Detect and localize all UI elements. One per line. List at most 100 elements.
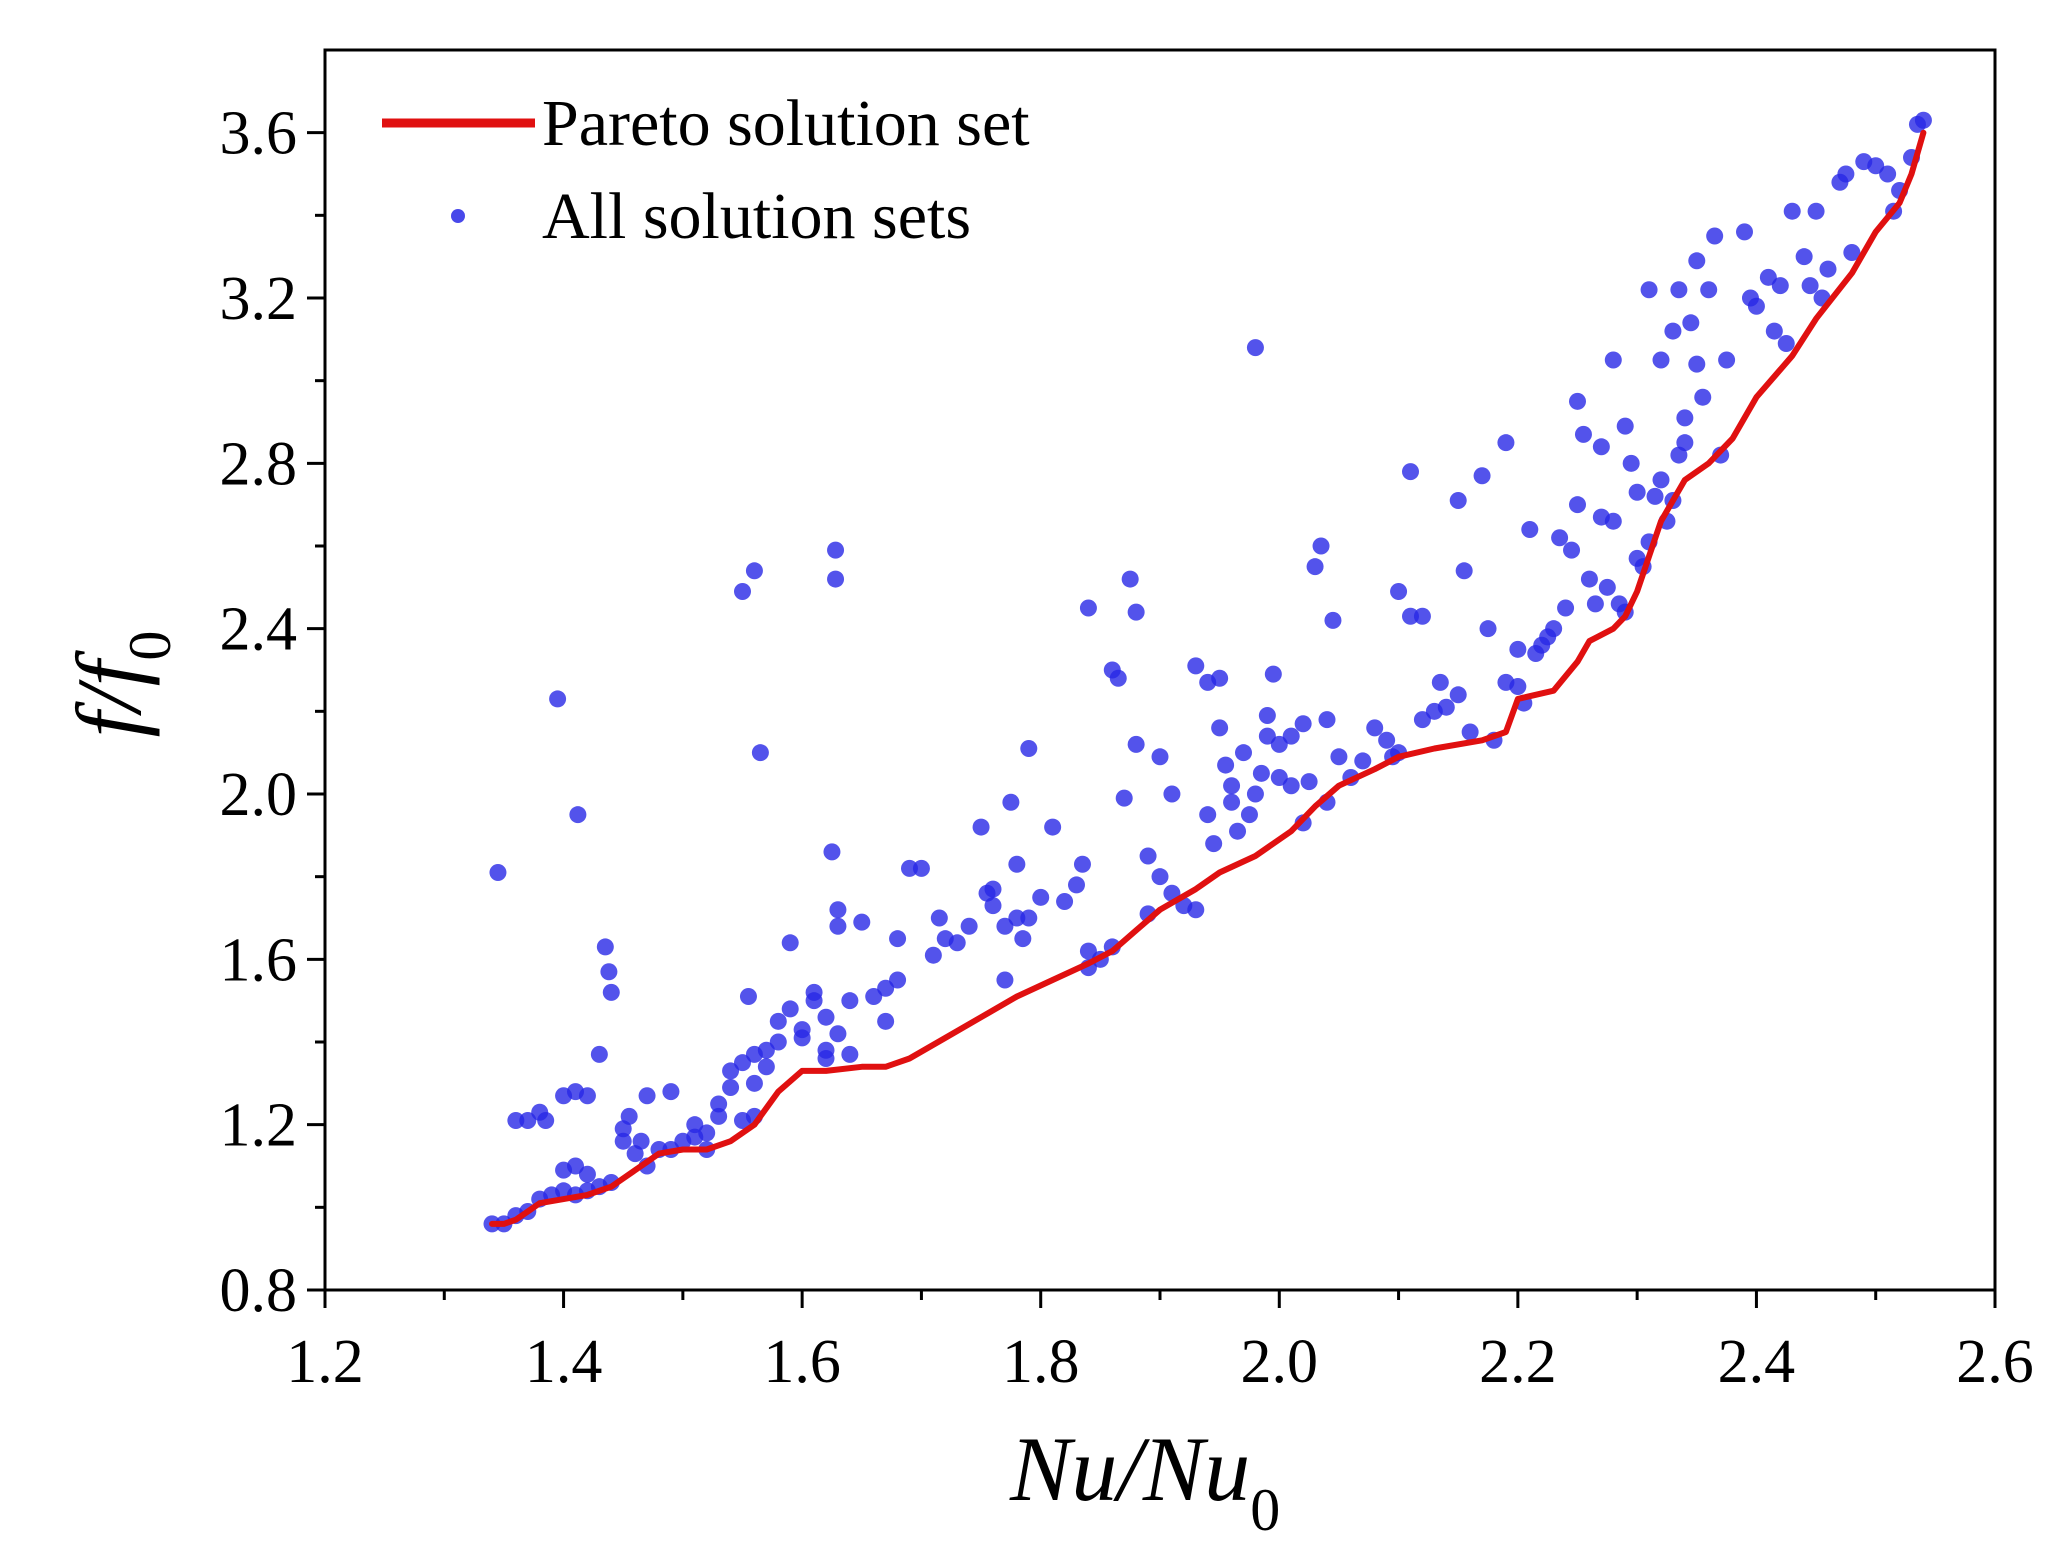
scatter-point: [739, 988, 757, 1006]
scatter-point: [984, 880, 1002, 898]
scatter-point: [1246, 785, 1264, 803]
scatter-point: [1795, 248, 1813, 266]
svg-text:f/f0: f/f0: [58, 631, 183, 738]
scatter-point: [1300, 773, 1318, 791]
scatter-point: [1837, 165, 1855, 183]
scatter-point: [1127, 735, 1145, 753]
scatter-point: [805, 983, 823, 1001]
scatter-point: [620, 1107, 638, 1125]
scatter-point: [537, 1112, 555, 1130]
legend-label-all: All solution sets: [542, 180, 971, 253]
scatter-point: [1199, 806, 1217, 824]
scatter-point: [781, 934, 799, 952]
svg-text:Nu/Nu0: Nu/Nu0: [1009, 1418, 1280, 1543]
scatter-point: [1020, 740, 1038, 758]
x-axis-title: Nu/Nu0: [1009, 1418, 1280, 1543]
scatter-point: [1598, 578, 1616, 596]
scatter-point: [734, 582, 751, 600]
scatter-point: [1688, 355, 1706, 373]
x-axis-title-sub: 0: [1250, 1477, 1280, 1543]
scatter-point: [1563, 541, 1581, 559]
scatter-point: [1843, 244, 1861, 262]
scatter-point: [1777, 334, 1795, 352]
scatter-point: [1455, 562, 1473, 580]
scatter-point: [829, 1025, 847, 1043]
scatter-point: [1867, 157, 1885, 175]
y-axis-title-sub: 0: [117, 631, 183, 661]
scatter-point: [1670, 281, 1688, 299]
scatter-point: [1109, 669, 1127, 687]
scatter-point: [1640, 281, 1658, 299]
scatter-point: [901, 859, 918, 877]
y-tick-label: 2.8: [220, 430, 298, 498]
scatter-point: [1223, 793, 1241, 811]
scatter-point: [1473, 467, 1491, 485]
scatter-point: [757, 1041, 775, 1059]
scatter-point: [710, 1107, 728, 1125]
scatter-point: [507, 1112, 525, 1130]
x-tick-label: 1.6: [763, 1328, 841, 1396]
scatter-point: [1706, 227, 1724, 245]
scatter-point: [1557, 599, 1575, 617]
scatter-point: [972, 818, 990, 836]
scatter-point: [1079, 599, 1097, 617]
scatter-point: [632, 1132, 650, 1150]
scatter-point: [1437, 698, 1455, 716]
scatter-point: [1008, 855, 1026, 873]
scatter-point: [1252, 764, 1270, 782]
scatter-point: [1282, 777, 1300, 795]
scatter-point: [745, 1074, 763, 1092]
y-tick-label: 2.0: [220, 761, 298, 829]
scatter-point: [567, 1157, 584, 1175]
y-tick-label: 1.2: [220, 1092, 298, 1160]
pareto-line: [489, 129, 1927, 1227]
scatter-point: [1521, 520, 1539, 538]
scatter-point: [1324, 611, 1342, 629]
y-tick-label: 3.2: [220, 265, 298, 333]
scatter-point: [1068, 876, 1085, 894]
scatter-point: [1390, 582, 1408, 600]
scatter-point: [745, 562, 763, 580]
scatter-point: [1270, 768, 1288, 786]
scatter-point: [578, 1165, 596, 1183]
scatter-point: [734, 1054, 751, 1072]
scatter-point: [614, 1132, 632, 1150]
scatter-point: [1306, 558, 1324, 576]
scatter-point: [1676, 409, 1694, 427]
scatter-point: [1402, 463, 1419, 481]
scatter-point: [769, 1033, 787, 1051]
scatter-point: [948, 934, 966, 952]
scatter-point: [1002, 793, 1020, 811]
scatter-point: [1551, 529, 1569, 547]
scatter-point: [996, 971, 1014, 989]
legend-label-pareto: Pareto solution set: [542, 87, 1030, 160]
scatter-point: [1354, 752, 1372, 770]
scatter-point: [960, 917, 978, 935]
scatter-point: [841, 992, 859, 1010]
x-tick-label: 2.4: [1718, 1328, 1796, 1396]
scatter-point: [793, 1029, 811, 1047]
scatter-point: [1622, 454, 1640, 472]
scatter-point: [841, 1045, 859, 1063]
scatter-point: [924, 946, 942, 964]
scatter-point: [1694, 388, 1712, 406]
scatter-point: [1246, 339, 1264, 357]
scatter-point: [1151, 868, 1169, 886]
scatter-point: [889, 971, 907, 989]
scatter-point: [1163, 785, 1181, 803]
x-tick-label: 1.4: [525, 1328, 603, 1396]
scatter-point: [1115, 789, 1133, 807]
scatter-point: [757, 1058, 775, 1076]
scatter-point: [569, 806, 587, 824]
scatter-point: [1509, 640, 1527, 658]
scatter-point: [1139, 847, 1157, 865]
scatter-point: [1079, 942, 1097, 960]
scatter-point: [722, 1078, 740, 1096]
scatter-point: [1413, 607, 1431, 625]
scatter-point: [602, 983, 620, 1001]
scatter-point: [1402, 607, 1419, 625]
scatter-point: [930, 909, 948, 927]
scatter-point: [578, 1087, 596, 1105]
scatter-point: [1121, 570, 1139, 588]
scatter-point: [996, 917, 1014, 935]
